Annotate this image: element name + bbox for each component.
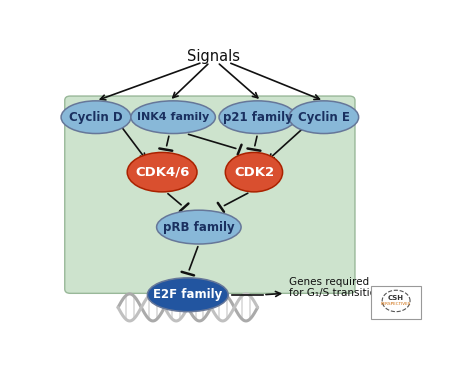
Text: CDK4/6: CDK4/6 (135, 166, 189, 179)
Text: PERSPECTIVES: PERSPECTIVES (381, 302, 411, 306)
Text: pRB family: pRB family (163, 221, 235, 234)
Text: CDK2: CDK2 (234, 166, 274, 179)
Ellipse shape (156, 210, 241, 244)
Text: CSH: CSH (388, 295, 404, 301)
Ellipse shape (127, 152, 197, 192)
Text: p21 family: p21 family (223, 111, 292, 124)
Text: Cyclin E: Cyclin E (298, 111, 350, 124)
Ellipse shape (219, 101, 296, 134)
FancyBboxPatch shape (65, 96, 355, 293)
Ellipse shape (289, 101, 359, 134)
Text: INK4 family: INK4 family (137, 112, 209, 122)
Text: Signals: Signals (187, 49, 240, 64)
Ellipse shape (61, 101, 131, 134)
Ellipse shape (225, 152, 283, 192)
Text: Genes required
for G₁/S transition: Genes required for G₁/S transition (289, 277, 383, 299)
Ellipse shape (147, 278, 228, 312)
Text: Cyclin D: Cyclin D (69, 111, 123, 124)
Text: E2F family: E2F family (153, 288, 222, 301)
Ellipse shape (131, 101, 215, 134)
FancyBboxPatch shape (372, 286, 421, 319)
